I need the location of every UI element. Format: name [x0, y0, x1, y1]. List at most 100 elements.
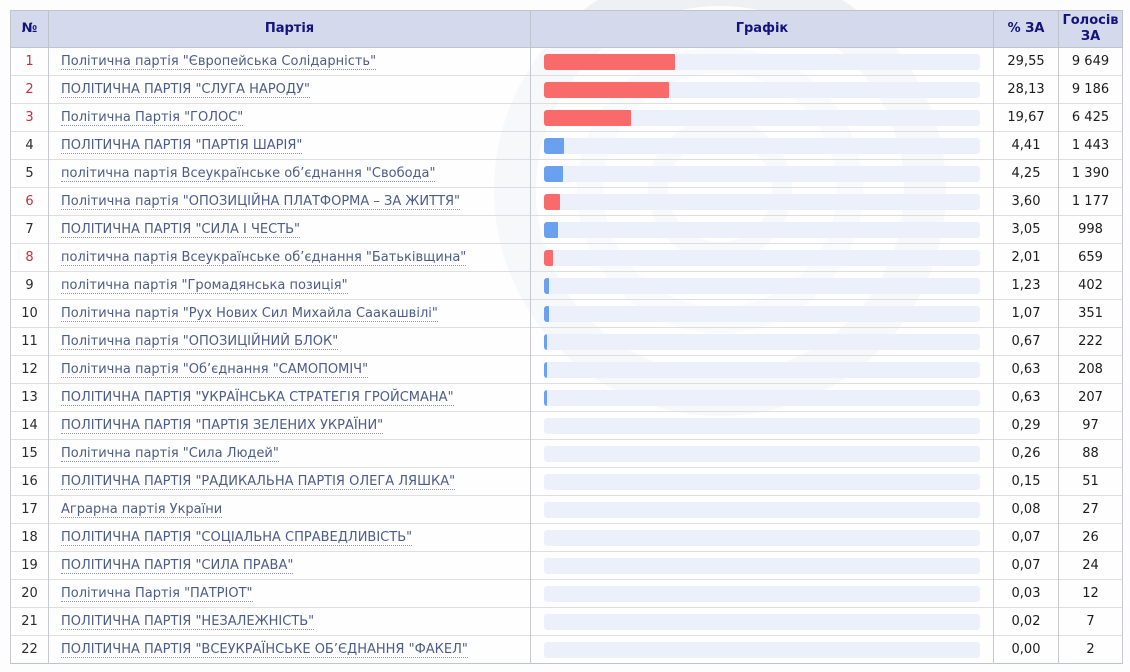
chart-cell: [530, 551, 994, 580]
chart-cell: [530, 579, 994, 608]
party-link[interactable]: ПОЛІТИЧНА ПАРТІЯ "СИЛА І ЧЕСТЬ": [61, 222, 301, 238]
table-row: 3 Політична Партія "ГОЛОС" 19,67 6 425: [10, 103, 1123, 132]
votes-value: 9 186: [1058, 75, 1123, 104]
party-link[interactable]: ПОЛІТИЧНА ПАРТІЯ "ВСЕУКРАЇНСЬКЕ ОБ’ЄДНАН…: [61, 642, 468, 658]
col-header-chart: Графік: [530, 10, 994, 48]
bar-track: [544, 333, 980, 350]
pct-value: 0,15: [993, 467, 1059, 496]
chart-cell: [530, 243, 994, 272]
votes-value: 51: [1058, 467, 1123, 496]
party-link[interactable]: ПОЛІТИЧНА ПАРТІЯ "СЛУГА НАРОДУ": [61, 82, 310, 98]
party-link[interactable]: Політична партія "ОПОЗИЦІЙНА ПЛАТФОРМА –…: [61, 194, 461, 210]
party-cell: ПОЛІТИЧНА ПАРТІЯ "СИЛА ПРАВА": [48, 551, 531, 580]
chart-cell: [530, 131, 994, 160]
party-link[interactable]: Політична партія "Об’єднання "САМОПОМІЧ": [61, 362, 369, 378]
chart-cell: [530, 523, 994, 552]
party-cell: Політична Партія "ГОЛОС": [48, 103, 531, 132]
party-cell: Політична партія "Рух Нових Сил Михайла …: [48, 299, 531, 328]
pct-value: 3,05: [993, 215, 1059, 244]
pct-value: 0,29: [993, 411, 1059, 440]
party-link[interactable]: ПОЛІТИЧНА ПАРТІЯ "УКРАЇНСЬКА СТРАТЕГІЯ Г…: [61, 390, 454, 406]
votes-value: 402: [1058, 271, 1123, 300]
chart-cell: [530, 607, 994, 636]
party-link[interactable]: Політична партія "Європейська Солідарніс…: [61, 54, 377, 70]
party-link[interactable]: Політична Партія "ГОЛОС": [61, 110, 244, 126]
row-number: 19: [10, 551, 49, 580]
row-number: 11: [10, 327, 49, 356]
votes-value: 207: [1058, 383, 1123, 412]
votes-value: 659: [1058, 243, 1123, 272]
party-cell: політична партія Всеукраїнське об’єднанн…: [48, 243, 531, 272]
party-cell: Політична партія "Сила Людей": [48, 439, 531, 468]
party-link[interactable]: ПОЛІТИЧНА ПАРТІЯ "ПАРТІЯ ЗЕЛЕНИХ УКРАЇНИ…: [61, 418, 384, 434]
table-row: 13 ПОЛІТИЧНА ПАРТІЯ "УКРАЇНСЬКА СТРАТЕГІ…: [10, 383, 1123, 412]
party-link[interactable]: політична партія "Громадянська позиція": [61, 278, 348, 294]
row-number: 18: [10, 523, 49, 552]
pct-value: 0,00: [993, 635, 1059, 664]
party-link[interactable]: ПОЛІТИЧНА ПАРТІЯ "ПАРТІЯ ШАРІЯ": [61, 138, 303, 154]
party-link[interactable]: політична партія Всеукраїнське об’єднанн…: [61, 166, 436, 182]
table-row: 15 Політична партія "Сила Людей" 0,26 88: [10, 439, 1123, 468]
bar-track: [544, 53, 980, 70]
results-table: № Партія Графік % ЗА Голосів ЗА 1 Політи…: [10, 10, 1123, 664]
row-number: 10: [10, 299, 49, 328]
party-cell: Політична партія "ОПОЗИЦІЙНИЙ БЛОК": [48, 327, 531, 356]
table-row: 14 ПОЛІТИЧНА ПАРТІЯ "ПАРТІЯ ЗЕЛЕНИХ УКРА…: [10, 411, 1123, 440]
chart-cell: [530, 187, 994, 216]
pct-value: 0,63: [993, 355, 1059, 384]
bar-track: [544, 445, 980, 462]
bar-track: [544, 501, 980, 518]
party-cell: Політична партія "Об’єднання "САМОПОМІЧ": [48, 355, 531, 384]
table-row: 8 політична партія Всеукраїнське об’єдна…: [10, 243, 1123, 272]
chart-cell: [530, 271, 994, 300]
party-link[interactable]: Аграрна партія України: [61, 502, 223, 518]
table-row: 6 Політична партія "ОПОЗИЦІЙНА ПЛАТФОРМА…: [10, 187, 1123, 216]
party-link[interactable]: Політична партія "ОПОЗИЦІЙНИЙ БЛОК": [61, 334, 339, 350]
row-number: 2: [10, 75, 49, 104]
votes-value: 1 390: [1058, 159, 1123, 188]
bar-track: [544, 221, 980, 238]
row-number: 16: [10, 467, 49, 496]
pct-value: 0,26: [993, 439, 1059, 468]
chart-cell: [530, 467, 994, 496]
party-link[interactable]: Політична партія "Сила Людей": [61, 446, 279, 462]
pct-value: 2,01: [993, 243, 1059, 272]
table-row: 9 політична партія "Громадянська позиція…: [10, 271, 1123, 300]
vote-bar: [544, 109, 631, 126]
chart-cell: [530, 75, 994, 104]
votes-value: 97: [1058, 411, 1123, 440]
chart-cell: [530, 439, 994, 468]
party-cell: ПОЛІТИЧНА ПАРТІЯ "УКРАЇНСЬКА СТРАТЕГІЯ Г…: [48, 383, 531, 412]
table-row: 11 Політична партія "ОПОЗИЦІЙНИЙ БЛОК" 0…: [10, 327, 1123, 356]
party-cell: ПОЛІТИЧНА ПАРТІЯ "РАДИКАЛЬНА ПАРТІЯ ОЛЕГ…: [48, 467, 531, 496]
party-link[interactable]: ПОЛІТИЧНА ПАРТІЯ "РАДИКАЛЬНА ПАРТІЯ ОЛЕГ…: [61, 474, 456, 490]
chart-cell: [530, 635, 994, 664]
table-row: 5 політична партія Всеукраїнське об’єдна…: [10, 159, 1123, 188]
vote-bar: [544, 389, 547, 406]
vote-bar: [544, 277, 549, 294]
vote-bar: [544, 53, 675, 70]
party-cell: ПОЛІТИЧНА ПАРТІЯ "СИЛА І ЧЕСТЬ": [48, 215, 531, 244]
party-link[interactable]: ПОЛІТИЧНА ПАРТІЯ "НЕЗАЛЕЖНІСТЬ": [61, 614, 315, 630]
row-number: 20: [10, 579, 49, 608]
votes-value: 12: [1058, 579, 1123, 608]
chart-cell: [530, 47, 994, 76]
party-link[interactable]: Політична партія "Рух Нових Сил Михайла …: [61, 306, 438, 322]
party-link[interactable]: ПОЛІТИЧНА ПАРТІЯ "СИЛА ПРАВА": [61, 558, 294, 574]
pct-value: 19,67: [993, 103, 1059, 132]
row-number: 21: [10, 607, 49, 636]
chart-cell: [530, 411, 994, 440]
bar-track: [544, 277, 980, 294]
row-number: 8: [10, 243, 49, 272]
pct-value: 29,55: [993, 47, 1059, 76]
col-header-pct: % ЗА: [993, 10, 1059, 48]
row-number: 9: [10, 271, 49, 300]
votes-value: 2: [1058, 635, 1123, 664]
chart-cell: [530, 355, 994, 384]
bar-track: [544, 361, 980, 378]
party-link[interactable]: Політична Партія "ПАТРІОТ": [61, 586, 253, 602]
party-link[interactable]: політична партія Всеукраїнське об’єднанн…: [61, 250, 467, 266]
vote-bar: [544, 81, 669, 98]
party-link[interactable]: ПОЛІТИЧНА ПАРТІЯ "СОЦІАЛЬНА СПРАВЕДЛИВІС…: [61, 530, 413, 546]
pct-value: 0,03: [993, 579, 1059, 608]
